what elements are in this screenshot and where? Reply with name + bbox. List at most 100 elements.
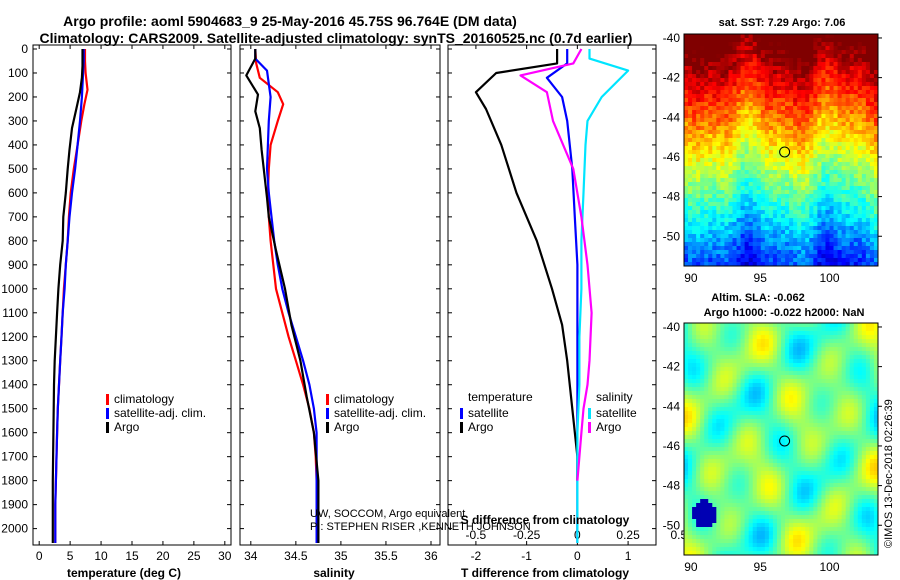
- map-cell: [873, 134, 879, 139]
- map-cell: [849, 383, 855, 388]
- map-cell: [728, 383, 733, 388]
- map-cell: [736, 391, 741, 396]
- map-cell: [829, 363, 834, 368]
- map-cell: [829, 194, 834, 199]
- map-cell: [845, 110, 851, 115]
- map-cell: [700, 463, 705, 468]
- map-cell: [712, 110, 717, 115]
- map-cell: [768, 82, 774, 87]
- map-cell: [821, 62, 826, 67]
- map-cell: [760, 138, 766, 143]
- map-cell: [845, 70, 851, 75]
- map-cell: [732, 62, 737, 67]
- map-cell: [748, 118, 754, 123]
- map-cell: [869, 118, 875, 123]
- map-cell: [849, 210, 855, 215]
- map-cell: [865, 459, 871, 464]
- map-cell: [760, 339, 766, 344]
- map-cell: [736, 359, 741, 364]
- map-cell: [724, 86, 729, 91]
- map-cell: [744, 339, 750, 344]
- map-cell: [752, 335, 758, 340]
- map-cell: [708, 74, 713, 79]
- map-cell: [869, 443, 875, 448]
- map-cell: [760, 343, 766, 348]
- map-cell: [857, 443, 863, 448]
- map-cell: [740, 379, 746, 384]
- map-cell: [861, 166, 867, 171]
- map-cell: [752, 98, 758, 103]
- map-cell: [857, 439, 863, 444]
- map-cell: [805, 451, 810, 456]
- map-cell: [696, 351, 701, 356]
- map-cell: [700, 106, 705, 111]
- map-cell: [869, 479, 875, 484]
- map-cell: [785, 375, 790, 380]
- map-cell: [869, 202, 875, 207]
- map-cell: [744, 431, 750, 436]
- map-cell: [756, 178, 762, 183]
- map-cell: [692, 359, 697, 364]
- map-cell: [861, 146, 867, 151]
- map-cell: [869, 102, 875, 107]
- map-cell: [716, 54, 721, 59]
- map-cell: [760, 42, 766, 47]
- map-cell: [797, 62, 802, 67]
- map-cell: [740, 371, 746, 376]
- map-cell: [853, 90, 859, 95]
- map-cell: [696, 415, 701, 420]
- map-cell: [744, 411, 750, 416]
- map-cell: [825, 182, 830, 187]
- map-cell: [873, 86, 879, 91]
- map-cell: [849, 234, 855, 239]
- map-cell: [716, 379, 721, 384]
- map-cell: [837, 78, 843, 83]
- map-cell: [740, 42, 746, 47]
- map-cell: [768, 347, 774, 352]
- map-cell: [760, 46, 766, 51]
- map-cell: [821, 471, 826, 476]
- map-cell: [813, 62, 818, 67]
- map-cell: [752, 427, 758, 432]
- map-cell: [849, 367, 855, 372]
- map-cell: [873, 202, 879, 207]
- map-cell: [805, 355, 810, 360]
- map-cell: [809, 475, 814, 480]
- depth-tick-2000: 2000: [1, 522, 28, 536]
- map-cell: [785, 70, 790, 75]
- map-cell: [813, 154, 818, 159]
- map-cell: [785, 343, 790, 348]
- map-cell: [825, 475, 830, 480]
- x-tick-label: 1: [625, 549, 632, 563]
- map-cell: [837, 415, 843, 420]
- map-cell: [817, 367, 822, 372]
- map-cell: [853, 407, 859, 412]
- map-cell: [825, 206, 830, 211]
- map-cell: [748, 98, 754, 103]
- map-cell: [700, 230, 705, 235]
- map-cell: [865, 242, 871, 247]
- map-cell: [764, 138, 770, 143]
- map-cell: [801, 70, 806, 75]
- map-cell: [776, 475, 782, 480]
- depth-tick-1600: 1600: [1, 426, 28, 440]
- map-cell: [684, 78, 689, 83]
- map-cell: [776, 82, 782, 87]
- map-cell: [720, 222, 725, 227]
- map-cell: [817, 395, 822, 400]
- map-cell: [740, 118, 746, 123]
- map-cell: [744, 182, 750, 187]
- map-cell: [704, 222, 709, 227]
- map-cell: [708, 479, 713, 484]
- map-cell: [805, 403, 810, 408]
- map-cell: [793, 467, 798, 472]
- map-cell: [684, 351, 689, 356]
- map-cell: [764, 70, 770, 75]
- map-cell: [805, 38, 810, 43]
- map-cell: [841, 54, 847, 59]
- map-cell: [805, 371, 810, 376]
- map-cell: [764, 134, 770, 139]
- map-cell: [865, 371, 871, 376]
- map-cell: [732, 222, 737, 227]
- map-cell: [720, 206, 725, 211]
